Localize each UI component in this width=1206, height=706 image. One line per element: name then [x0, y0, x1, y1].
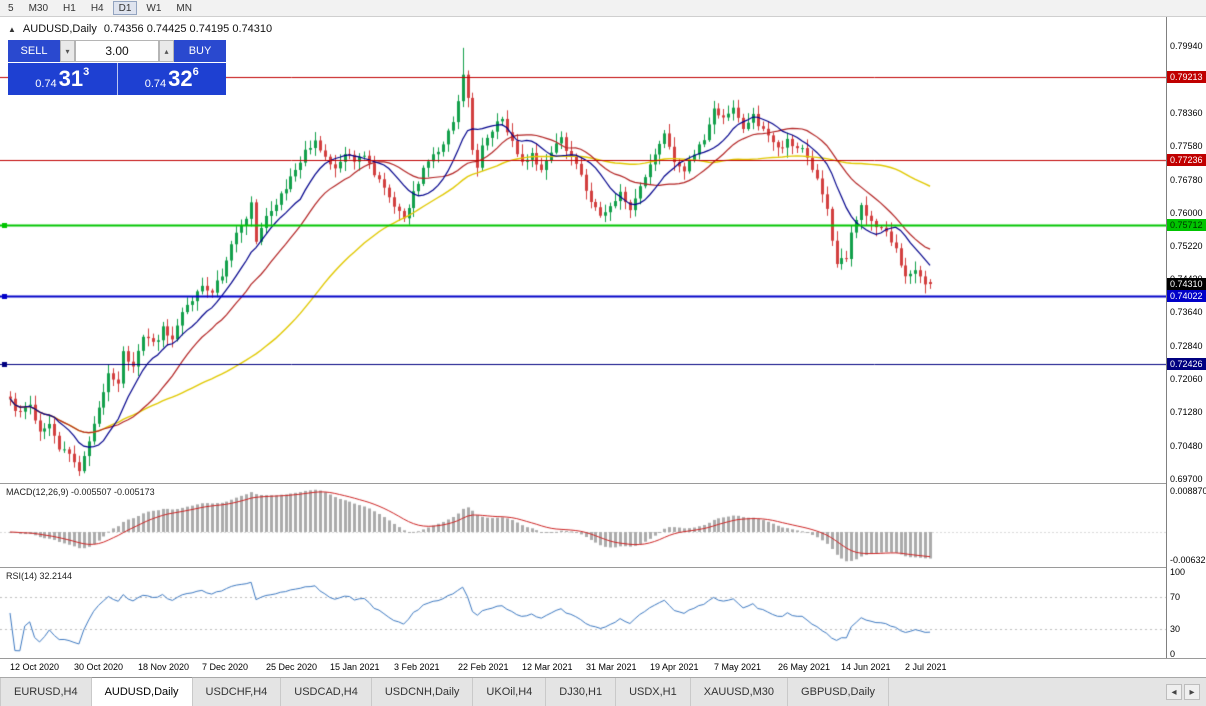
volume-decrease-button[interactable]: ▾ [60, 40, 75, 62]
current-price-badge: 0.74310 [1167, 278, 1206, 290]
macd-min-label: -0.00632 [1170, 555, 1206, 565]
price-tick: 0.76780 [1170, 175, 1203, 185]
date-tick: 31 Mar 2021 [586, 662, 637, 672]
timeframe-button-h1[interactable]: H1 [63, 3, 76, 14]
tabs-scroll-right-button[interactable]: ▸ [1184, 684, 1200, 700]
macd-max-label: 0.008870 [1170, 486, 1206, 496]
price-level-badge: 0.74022 [1167, 290, 1206, 302]
date-tick: 7 May 2021 [714, 662, 762, 672]
date-tick: 7 Dec 2020 [202, 662, 249, 672]
volume-increase-button[interactable]: ▴ [159, 40, 174, 62]
macd-indicator-label: MACD(12,26,9) -0.005507 -0.005173 [6, 487, 155, 497]
price-tick: 0.71280 [1170, 407, 1203, 417]
tab-scroll-controls: ◂ ▸ [1166, 678, 1206, 706]
price-tick: 0.72060 [1170, 374, 1203, 384]
tabbar-spacer [889, 678, 1166, 706]
date-tick: 26 May 2021 [778, 662, 831, 672]
rsi-canvas[interactable] [0, 568, 1166, 658]
date-tick: 19 Apr 2021 [650, 662, 699, 672]
timeframe-toolbar: 5 M30 H1 H4 D1 W1 MN [0, 0, 1206, 17]
sell-price[interactable]: 0.74 31 3 [8, 63, 117, 95]
macd-canvas[interactable] [0, 484, 1166, 567]
price-tick: 0.78360 [1170, 108, 1203, 118]
left-arrow-icon: ◂ [1171, 686, 1177, 698]
timeframe-button-m30[interactable]: M30 [28, 3, 49, 14]
tab-gbpusd-daily[interactable]: GBPUSD,Daily [788, 678, 890, 706]
rsi-tick: 100 [1170, 567, 1186, 577]
volume-decrease-icon: ▾ [65, 46, 70, 56]
right-arrow-icon: ▸ [1189, 686, 1195, 698]
tab-audusd-daily[interactable]: AUDUSD,Daily [91, 677, 193, 706]
buy-button[interactable]: BUY [174, 40, 226, 62]
tab-eurusd-h4[interactable]: EURUSD,H4 [0, 678, 92, 706]
tab-xauusd-m30[interactable]: XAUUSD,M30 [690, 678, 789, 706]
rsi-indicator-label: RSI(14) 32.2144 [6, 571, 73, 581]
price-level-badge: 0.79213 [1167, 71, 1206, 83]
one-click-trading-panel: SELL ▾ ▴ BUY 0.74 31 3 0.74 32 6 [8, 40, 226, 95]
price-tick: 0.76000 [1170, 208, 1203, 218]
price-tick: 0.75220 [1170, 241, 1203, 251]
panel-separator-rsi[interactable] [0, 567, 1206, 568]
price-display: 0.74 31 3 0.74 32 6 [8, 63, 226, 95]
symbol-title: AUDUSD,Daily [22, 23, 97, 35]
volume-increase-icon: ▴ [164, 46, 169, 56]
date-tick: 2 Jul 2021 [905, 662, 947, 672]
price-level-badge: 0.72426 [1167, 358, 1206, 370]
price-level-badge: 0.75712 [1167, 219, 1206, 231]
price-tick: 0.73640 [1170, 307, 1203, 317]
sell-button[interactable]: SELL [8, 40, 60, 62]
tabs-scroll-left-button[interactable]: ◂ [1166, 684, 1182, 700]
buy-price[interactable]: 0.74 32 6 [118, 63, 227, 95]
sell-price-pips: 31 [58, 66, 84, 91]
rsi-tick: 30 [1170, 624, 1181, 634]
date-tick: 12 Oct 2020 [10, 662, 60, 672]
date-tick: 12 Mar 2021 [522, 662, 573, 672]
tab-dj30-h1[interactable]: DJ30,H1 [546, 678, 617, 706]
price-tick: 0.77580 [1170, 141, 1203, 151]
date-tick: 15 Jan 2021 [330, 662, 380, 672]
timeframe-button-mn[interactable]: MN [176, 3, 192, 14]
panel-separator-macd[interactable] [0, 483, 1206, 484]
rsi-tick: 70 [1170, 592, 1181, 602]
date-tick: 3 Feb 2021 [394, 662, 440, 672]
buy-price-prefix: 0.74 [144, 78, 167, 90]
price-axis[interactable]: 0.79940 0.78360 0.77580 0.76780 0.76000 0.752… [1166, 17, 1206, 658]
price-tick: 0.70480 [1170, 441, 1203, 451]
rsi-tick: 0 [1170, 649, 1176, 658]
tab-usdchf-h4[interactable]: USDCHF,H4 [192, 678, 282, 706]
date-tick: 25 Dec 2020 [266, 662, 318, 672]
tab-list: EURUSD,H4 AUDUSD,Daily USDCHF,H4 USDCAD,H4 U… [0, 677, 890, 706]
timeframe-button-5[interactable]: 5 [8, 3, 14, 14]
tab-usdcnh-daily[interactable]: USDCNH,Daily [371, 678, 474, 706]
tab-usdcad-h4[interactable]: USDCAD,H4 [281, 678, 372, 706]
tab-usdx-h1[interactable]: USDX,H1 [616, 678, 691, 706]
buy-price-point: 6 [192, 66, 199, 78]
volume-input[interactable] [75, 40, 159, 62]
symbol-ohlc: 0.74356 0.74425 0.74195 0.74310 [103, 23, 273, 35]
date-tick: 14 Jun 2021 [841, 662, 891, 672]
date-tick: 30 Oct 2020 [74, 662, 124, 672]
price-tick: 0.79940 [1170, 41, 1203, 51]
date-tick: 22 Feb 2021 [458, 662, 509, 672]
panel-separator-dates [0, 658, 1206, 659]
chart-icon: ▲ [8, 24, 16, 34]
buy-price-pips: 32 [168, 66, 193, 91]
symbol-header: ▲ AUDUSD,Daily 0.74356 0.74425 0.74195 0… [8, 23, 272, 35]
sell-price-point: 3 [83, 66, 90, 78]
price-divider [116, 63, 118, 95]
tab-ukoil-h4[interactable]: UKOil,H4 [473, 678, 547, 706]
price-tick: 0.69700 [1170, 474, 1203, 484]
timeframe-button-w1[interactable]: W1 [146, 3, 162, 14]
timeframe-button-d1[interactable]: D1 [112, 1, 138, 15]
date-axis[interactable]: 12 Oct 2020 30 Oct 2020 18 Nov 2020 7 Dec 2… [0, 659, 1206, 677]
sell-price-prefix: 0.74 [35, 78, 57, 90]
price-tick: 0.72840 [1170, 341, 1203, 351]
timeframe-button-h4[interactable]: H4 [90, 3, 104, 14]
price-level-badge: 0.77236 [1167, 154, 1206, 166]
date-tick: 18 Nov 2020 [138, 662, 190, 672]
chart-tab-bar: EURUSD,H4 AUDUSD,Daily USDCHF,H4 USDCAD,H4 U… [0, 677, 1206, 706]
